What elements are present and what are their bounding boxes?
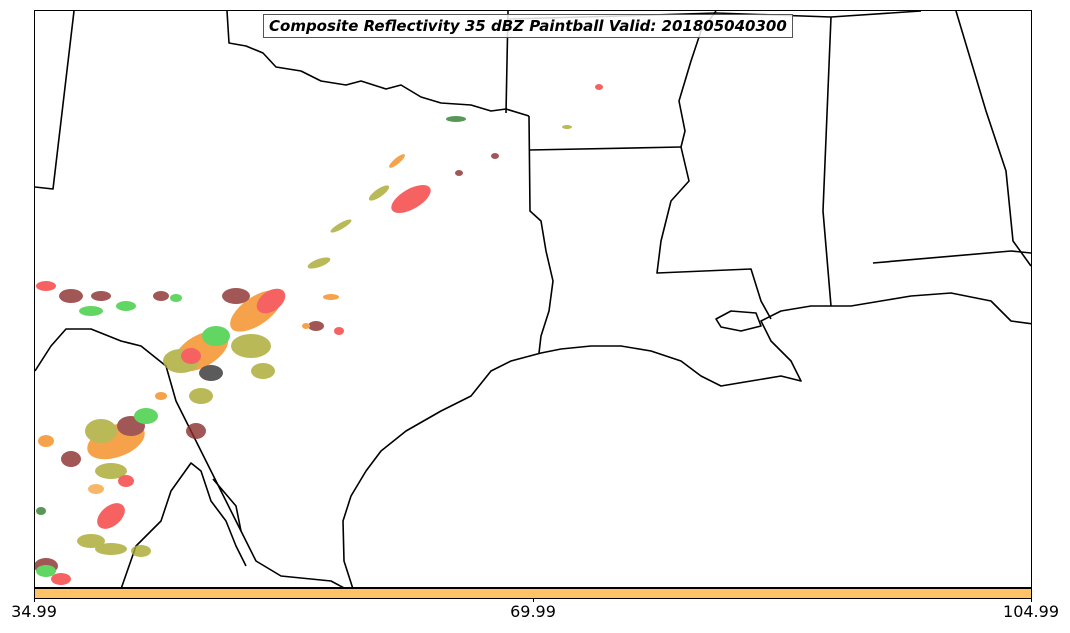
map-canvas bbox=[35, 11, 1031, 587]
red-river-border bbox=[226, 11, 530, 117]
lake-pontchartrain bbox=[715, 310, 762, 332]
mexico-state-lines bbox=[120, 462, 247, 587]
sabine-border bbox=[528, 115, 554, 354]
nm-border bbox=[35, 11, 75, 190]
colorbar-tick-label-middle: 69.99 bbox=[510, 602, 556, 621]
colorbar-tick-label-right: 104.99 bbox=[1003, 602, 1059, 621]
state-borders bbox=[35, 11, 1031, 587]
mississippi-border bbox=[656, 11, 772, 320]
coastline bbox=[342, 292, 1031, 587]
al-ga-border bbox=[955, 11, 1031, 267]
reflectivity-blobs bbox=[35, 84, 603, 585]
ms-al-border bbox=[822, 16, 832, 307]
ar-la-border bbox=[528, 146, 682, 151]
map-panel bbox=[34, 10, 1032, 588]
colorbar-tick-mark-middle bbox=[533, 598, 534, 602]
colorbar-tick-label-left: 34.99 bbox=[11, 602, 57, 621]
al-fl-border bbox=[872, 250, 1031, 264]
map-title: Composite Reflectivity 35 dBZ Paintball … bbox=[263, 14, 793, 38]
colorbar-tick-mark-left bbox=[34, 598, 35, 602]
colorbar-tick-mark-right bbox=[1031, 598, 1032, 602]
